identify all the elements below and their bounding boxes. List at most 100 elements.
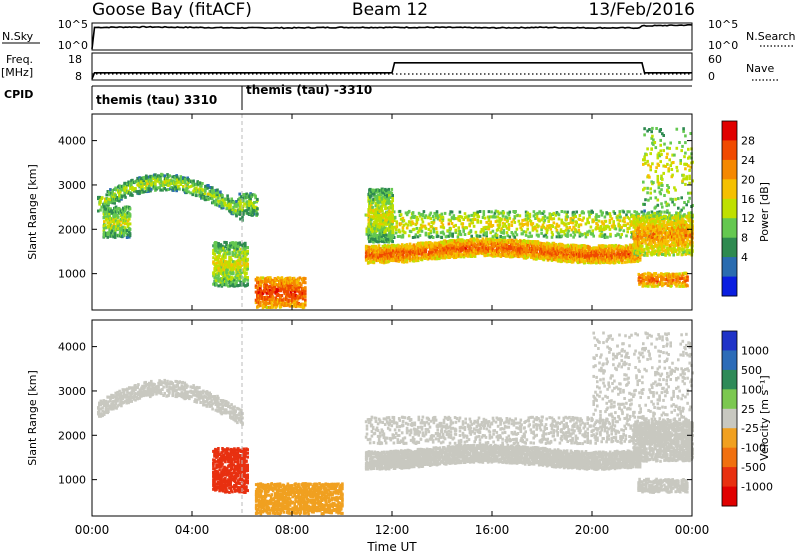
scatter-cell	[140, 182, 143, 186]
scatter-cell	[269, 294, 273, 298]
scatter-cell	[451, 232, 454, 236]
scatter-cell	[112, 195, 115, 199]
scatter-cell	[269, 288, 272, 292]
scatter-cell	[217, 199, 220, 203]
scatter-cell	[542, 249, 546, 253]
scatter-cell	[155, 179, 158, 183]
scatter-cell	[284, 277, 288, 280]
scatter-cell	[597, 214, 601, 218]
freq-trace	[91, 62, 692, 80]
scatter-cell	[592, 234, 595, 238]
scatter-cell	[375, 252, 379, 256]
scatter-cell	[235, 213, 238, 217]
scatter-cell	[398, 230, 402, 234]
scatter-cell	[517, 240, 521, 244]
scatter-cell	[256, 286, 260, 290]
scatter-cell	[586, 233, 589, 237]
scatter-cell	[456, 240, 460, 244]
scatter-cell	[293, 290, 297, 294]
scatter-cell	[436, 252, 440, 256]
scatter-cell	[566, 215, 569, 219]
scatter-cell	[159, 177, 162, 181]
scatter-cell	[109, 207, 112, 211]
scatter-cell	[244, 241, 247, 245]
scatter-cell	[232, 260, 235, 264]
scatter-cell	[104, 215, 107, 219]
scatter-cell	[438, 254, 442, 258]
scatter-cell	[536, 245, 540, 249]
scatter-cell	[118, 194, 121, 198]
scatter-cell	[238, 251, 241, 255]
scatter-cell	[440, 241, 444, 244]
scatter-cell	[542, 255, 546, 259]
scatter-cell	[212, 189, 215, 193]
scatter-cell	[554, 256, 558, 260]
scatter-cell	[245, 192, 248, 196]
scatter-cell	[372, 260, 376, 264]
scatter-cell	[225, 279, 228, 283]
scatter-cell	[110, 231, 113, 235]
scatter-cell	[243, 266, 246, 269]
scatter-cell	[599, 255, 603, 259]
scatter-cell	[367, 260, 371, 264]
scatter-cell	[546, 216, 549, 220]
scatter-cell	[588, 254, 592, 258]
scatter-cell	[192, 179, 195, 183]
scatter-cell	[135, 190, 139, 194]
scatter-cell	[402, 219, 406, 223]
scatter-cell	[260, 290, 264, 294]
scatter-cell	[226, 194, 229, 198]
scatter-cell	[367, 257, 371, 260]
scatter-cell	[260, 294, 264, 298]
scatter-cell	[104, 224, 107, 227]
scatter-cell	[509, 244, 512, 248]
scatter-cell	[142, 190, 145, 194]
scatter-cell	[128, 222, 132, 226]
scatter-cell	[177, 184, 180, 188]
scatter-cell	[234, 251, 237, 255]
scatter-cell	[150, 179, 153, 183]
scatter-cell	[517, 255, 521, 259]
scatter-cell	[134, 187, 137, 190]
scatter-cell	[148, 184, 151, 188]
scatter-cell	[119, 190, 122, 194]
scatter-cell	[186, 176, 189, 180]
scatter-cell	[121, 195, 124, 199]
scatter-cell	[218, 265, 221, 269]
scatter-cell	[189, 191, 192, 195]
scatter-cell	[257, 298, 261, 302]
scatter-cell	[112, 211, 115, 215]
scatter-cell	[619, 215, 622, 219]
scatter-cell	[463, 212, 467, 216]
scatter-cell	[116, 215, 120, 219]
scatter-cell	[190, 184, 193, 188]
scatter-cell	[246, 246, 249, 249]
scatter-cell	[493, 241, 497, 245]
scatter-cell	[292, 276, 296, 280]
scatter-cell	[537, 233, 540, 237]
scatter-cell	[145, 174, 148, 178]
scatter-cell	[420, 258, 424, 262]
scatter-cell	[435, 257, 439, 261]
scatter-cell	[595, 259, 599, 263]
scatter-cell	[150, 181, 153, 184]
scatter-cell	[126, 215, 130, 219]
scatter-cell	[595, 261, 598, 265]
scatter-cell	[663, 210, 666, 214]
scatter-cell	[599, 225, 603, 228]
scatter-cell	[392, 257, 396, 261]
scatter-cell	[122, 225, 125, 229]
scatter-cell	[108, 193, 111, 197]
scatter-cell	[604, 247, 608, 251]
scatter-cell	[105, 231, 108, 235]
scatter-cell	[578, 248, 582, 252]
scatter-cell	[622, 210, 626, 214]
scatter-cell	[483, 239, 487, 243]
scatter-cell	[503, 235, 507, 239]
scatter-cell	[438, 251, 442, 255]
scatter-cell	[395, 220, 399, 224]
scatter-cell	[121, 228, 124, 232]
scatter-cell	[595, 253, 599, 256]
nsky-panel: N.Sky 10^5 10^0 10^5 10^0 N.Search	[2, 18, 796, 52]
scatter-cell	[604, 251, 608, 255]
